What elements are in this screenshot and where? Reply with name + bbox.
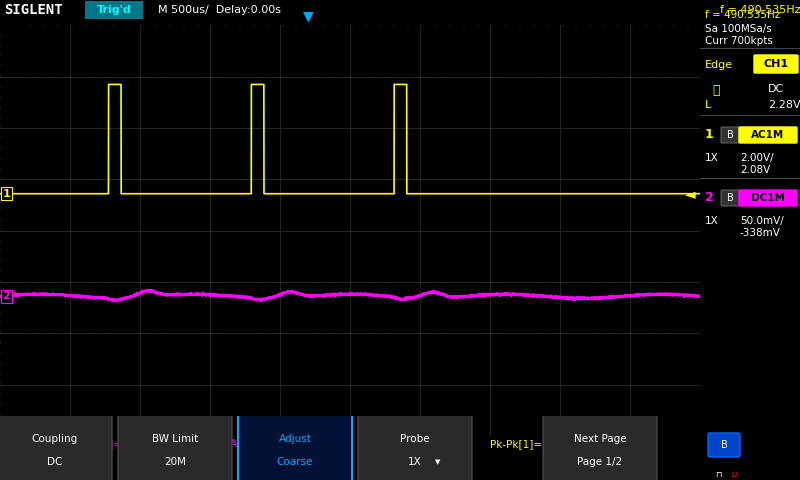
Text: 2.00V/: 2.00V/ [740,153,774,163]
Text: Trig'd: Trig'd [97,5,131,15]
Bar [85,1,143,19]
Text: 2: 2 [2,291,10,301]
Text: CH2: CH2 [5,440,26,449]
Text: ◄: ◄ [686,187,696,201]
Text: AC1M: AC1M [751,130,785,140]
Text: Coupling: Coupling [32,433,78,444]
Text: Pk-Pk[2]=50.00mV: Pk-Pk[2]=50.00mV [70,440,169,449]
FancyBboxPatch shape [238,293,352,480]
Text: ⊓: ⊓ [715,470,722,479]
Text: Edge: Edge [705,60,733,70]
Text: f = 490.535Hz: f = 490.535Hz [720,5,800,15]
Text: DC: DC [47,457,62,467]
Text: f = 490.535Hz: f = 490.535Hz [705,10,780,20]
Text: ⊔: ⊔ [730,470,737,479]
Text: B: B [726,130,734,140]
FancyBboxPatch shape [358,293,472,480]
Text: ▼: ▼ [302,9,314,23]
Text: Curr 700kpts: Curr 700kpts [705,36,773,46]
FancyBboxPatch shape [0,293,112,480]
Text: 20M: 20M [164,457,186,467]
Text: Adjust: Adjust [278,433,311,444]
FancyBboxPatch shape [739,127,797,143]
Text: -338mV: -338mV [740,228,781,238]
Text: B: B [721,440,727,450]
Text: 1: 1 [2,189,10,199]
Text: 1: 1 [705,128,714,141]
Text: BW Limit: BW Limit [152,433,198,444]
FancyBboxPatch shape [543,293,657,480]
FancyBboxPatch shape [754,55,798,73]
Text: L: L [705,100,711,110]
FancyBboxPatch shape [721,127,739,143]
FancyBboxPatch shape [739,190,797,206]
Text: DC: DC [768,84,784,94]
Text: Coarse: Coarse [277,457,313,467]
Text: Ampl[1]=5.04V: Ampl[1]=5.04V [370,440,450,449]
FancyBboxPatch shape [721,190,739,206]
Text: Sa 100MSa/s: Sa 100MSa/s [705,24,772,34]
Text: 2.08V: 2.08V [740,165,770,175]
Text: Pk-Pk[1]=5.28V: Pk-Pk[1]=5.28V [490,440,573,449]
Text: SIGLENT: SIGLENT [4,3,62,17]
Text: 2: 2 [705,191,714,204]
Text: Probe: Probe [400,433,430,444]
Text: 1X: 1X [705,153,718,163]
Text: ▼: ▼ [435,459,440,465]
Text: M 500us/  Delay:0.00s: M 500us/ Delay:0.00s [158,5,281,15]
FancyBboxPatch shape [708,433,740,457]
Text: CH1: CH1 [763,59,789,69]
Text: 1X: 1X [408,457,422,467]
FancyBboxPatch shape [118,293,232,480]
Text: B: B [726,193,734,203]
Text: 2.28V: 2.28V [768,100,800,110]
Text: 1X: 1X [705,216,718,226]
Text: Next Page: Next Page [574,433,626,444]
Text: Page 1/2: Page 1/2 [578,457,622,467]
Text: 50.0mV/: 50.0mV/ [740,216,784,226]
Text: DC1M: DC1M [751,193,785,203]
Text: ⎍: ⎍ [712,84,719,97]
Text: Ampl[2]=4.00mV: Ampl[2]=4.00mV [230,440,321,449]
